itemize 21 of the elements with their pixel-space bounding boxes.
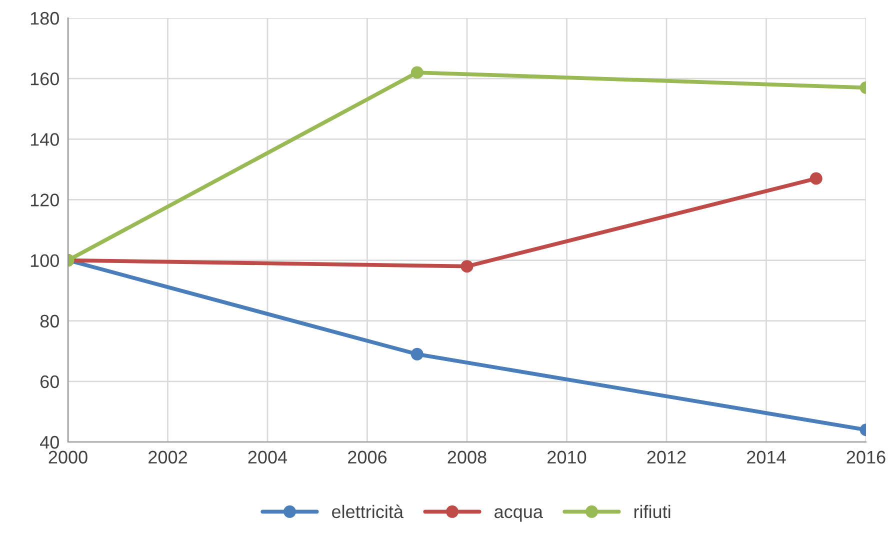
legend-label: acqua: [494, 508, 543, 522]
x-tick-label: 2014: [747, 450, 786, 464]
y-tick-label: 40: [40, 436, 59, 449]
y-tick-label: 100: [30, 254, 59, 268]
x-tick-label: 2006: [348, 450, 387, 464]
y-tick-label: 80: [40, 314, 59, 328]
x-tick-label: 2012: [647, 450, 686, 464]
y-tick-label: 140: [30, 133, 59, 146]
x-tick-label: 2000: [48, 450, 88, 464]
legend-label: elettricità: [332, 504, 404, 518]
y-tick-label: 60: [40, 375, 59, 388]
x-tick-label: 2002: [148, 450, 187, 464]
x-tick-label: 2010: [548, 450, 586, 464]
y-tick-label: 180: [30, 12, 59, 25]
x-tick-label: 2004: [248, 450, 288, 464]
point: [460, 260, 474, 273]
y-tick-label: 120: [30, 194, 59, 206]
x-tick-label: 2008: [448, 450, 486, 464]
y-tick-label: 160: [30, 72, 59, 86]
x-tick-label: 2016: [846, 450, 886, 464]
legend-label: rifiuti: [634, 504, 670, 518]
